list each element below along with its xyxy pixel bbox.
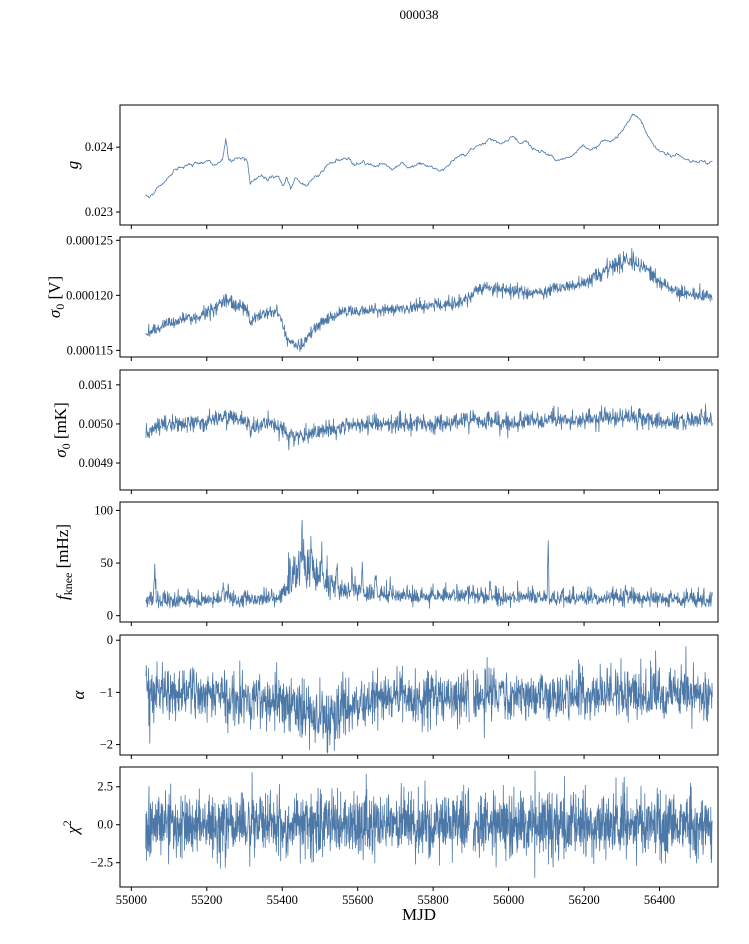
x-tick-label: 56400	[644, 893, 675, 907]
x-tick-label: 55600	[342, 893, 373, 907]
panel-frame-f_knee	[119, 501, 719, 623]
y-tick-label: 0.023	[85, 205, 113, 219]
x-tick-label: 56200	[568, 893, 599, 907]
y-axis-label-sigma0_mK: σ0 [mK]	[51, 402, 73, 457]
y-tick-label: 0.000115	[67, 343, 113, 357]
y-tick-label: 0.0	[97, 818, 113, 832]
y-tick-label: 0	[107, 633, 113, 647]
y-tick-label: −2.5	[90, 856, 113, 870]
series-chi2	[145, 770, 713, 878]
panel-frame-alpha	[119, 634, 719, 756]
y-axis-label-f_knee: fknee [mHz]	[53, 524, 75, 600]
y-tick-label: 0.024	[85, 140, 114, 154]
x-axis-label: MJD	[401, 905, 436, 924]
y-axis-label-sigma0_V: σ0 [V]	[45, 276, 67, 318]
panel-frame-g	[119, 104, 719, 226]
x-tick-label: 55400	[267, 893, 298, 907]
series-f_knee	[145, 519, 713, 609]
y-axis-label-chi2: χ2	[60, 820, 82, 835]
y-tick-label: 0.000120	[66, 288, 113, 302]
series-sigma0_V	[145, 248, 713, 352]
panel-frame-chi2	[119, 766, 719, 888]
figure-title: 000038	[399, 7, 439, 22]
y-tick-label: 0	[107, 609, 113, 623]
x-tick-label: 55200	[191, 893, 222, 907]
y-tick-label: −1	[100, 685, 113, 699]
panel-frame-sigma0_V	[119, 236, 719, 358]
series-sigma0_mK	[145, 403, 713, 451]
y-tick-label: 0.0049	[79, 456, 113, 470]
series-alpha	[145, 646, 713, 754]
x-tick-label: 56000	[493, 893, 524, 907]
x-tick-label: 55000	[116, 893, 147, 907]
y-axis-label-alpha: α	[69, 689, 88, 699]
y-tick-label: 0.0051	[79, 378, 113, 392]
y-tick-label: 0.000125	[66, 233, 113, 247]
x-tick-label: 55800	[418, 893, 449, 907]
series-g	[145, 113, 713, 199]
y-tick-label: 100	[94, 503, 113, 517]
y-tick-label: 2.5	[97, 780, 113, 794]
y-tick-label: −2	[100, 738, 113, 752]
panel-frame-sigma0_mK	[119, 369, 719, 491]
y-tick-label: 50	[101, 556, 114, 570]
y-tick-label: 0.0050	[79, 417, 113, 431]
y-axis-label-g: g	[63, 161, 82, 170]
